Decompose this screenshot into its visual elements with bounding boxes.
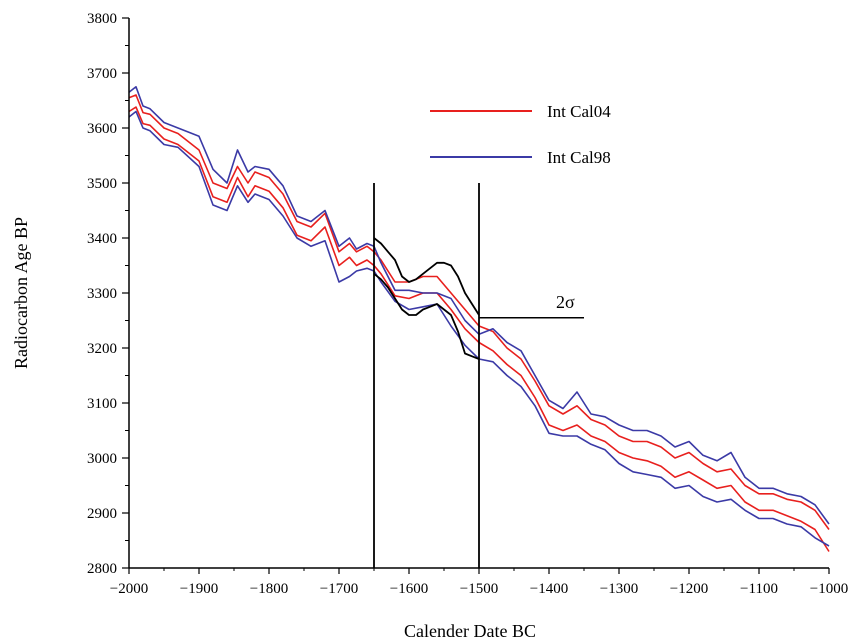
x-tick-label: −1300: [600, 581, 638, 597]
y-tick-label: 3200: [87, 341, 117, 357]
marker-layer: [373, 183, 584, 568]
y-axis-title: Radiocarbon Age BP: [11, 217, 31, 369]
x-tick-label: −2000: [110, 581, 148, 597]
series-line-intcal98-lower: [128, 110, 830, 547]
y-tick-label: 2800: [87, 561, 117, 577]
tick-layer: −2000 −1900 −1800 −1700 −1600 −1500 −1400 −1300…: [87, 11, 848, 597]
y-tick-label: 3800: [87, 11, 117, 27]
y-tick-label: 3700: [87, 66, 117, 82]
y-tick-label: 3400: [87, 231, 117, 247]
two-sigma-label: 2σ: [556, 292, 575, 312]
x-axis-title: Calender Date BC: [404, 621, 536, 641]
series-line-envelope-upper: [373, 237, 480, 316]
x-tick-label: −1100: [740, 581, 778, 597]
x-tick-label: −1000: [810, 581, 848, 597]
x-tick-label: −1700: [320, 581, 358, 597]
x-tick-label: −1800: [250, 581, 288, 597]
series-layer: [128, 86, 830, 552]
series-line-envelope-lower: [373, 273, 480, 360]
x-tick-label: −1400: [530, 581, 568, 597]
series-line-intcal04-lower: [128, 106, 830, 552]
series-line-intcal98-upper: [128, 86, 830, 525]
y-tick-label: 2900: [87, 506, 117, 522]
x-tick-label: −1900: [180, 581, 218, 597]
series-line-intcal04-upper: [128, 94, 830, 530]
y-tick-label: 3500: [87, 176, 117, 192]
x-tick-label: −1200: [670, 581, 708, 597]
y-tick-label: 3300: [87, 286, 117, 302]
y-tick-label: 3100: [87, 396, 117, 412]
y-tick-label: 3000: [87, 451, 117, 467]
legend-label-intcal04: Int Cal04: [547, 102, 611, 121]
x-tick-label: −1500: [460, 581, 498, 597]
y-tick-label: 3600: [87, 121, 117, 137]
legend: Int Cal04 Int Cal98: [430, 102, 611, 167]
legend-label-intcal98: Int Cal98: [547, 148, 611, 167]
x-tick-label: −1600: [390, 581, 428, 597]
